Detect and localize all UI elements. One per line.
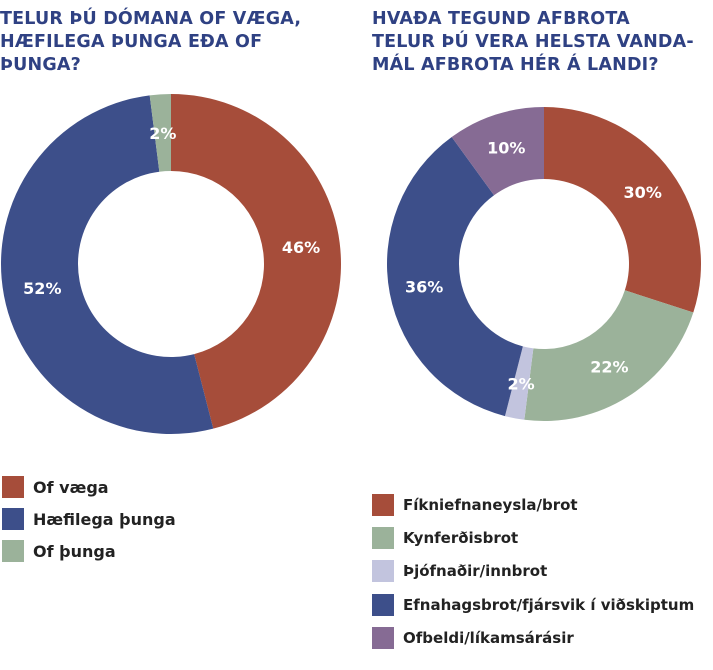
slice-value-label-right-fikniefnaneysla-brot: 30% [624, 183, 662, 202]
donut-slice-right-efnahagsbrot-fjarsvik-i-vidskiptum [387, 136, 523, 417]
legend-label: Efnahagsbrot/fjársvik í viðskiptum [403, 595, 695, 614]
donut-slice-left-of-vaega [171, 94, 342, 429]
slice-value-label-left-of-thunga: 2% [149, 124, 176, 143]
donut-chart-right: 30% 22% 2% 36% 10% [387, 107, 701, 421]
legend-swatch [372, 593, 394, 616]
legend-label: Hæfilega þunga [33, 509, 176, 529]
slice-value-label-left-of-vaega: 46% [282, 238, 320, 257]
legend-left: Of væga Hæfilega þunga Of þunga [2, 471, 176, 567]
slice-value-label-right-ofbeldi-likamsarasir: 10% [487, 138, 525, 157]
donut-slice-right-fikniefnaneysla-brot [544, 107, 701, 313]
legend-label: Of væga [33, 477, 109, 497]
legend-swatch [2, 476, 24, 498]
donut-slice-right-kynferdisbrot [524, 290, 694, 421]
legend-swatch [2, 540, 24, 562]
legend-label: Kynferðisbrot [403, 529, 519, 548]
legend-item-kynferdisbrot: Kynferðisbrot [372, 521, 694, 554]
legend-item-ofbeldi-likamsarasir: Ofbeldi/líkamsárásir [372, 622, 694, 655]
legend-right: Fíkniefnaneysla/brot Kynferðisbrot Þjófnað… [372, 488, 694, 655]
legend-label: Fíkniefnaneysla/brot [403, 495, 578, 514]
legend-label: Ofbeldi/líkamsárásir [403, 629, 574, 648]
legend-swatch [372, 560, 394, 583]
chart-title-left: Telur þú dómana of væga, hæfilega þunga … [0, 9, 302, 75]
donut-slice-left-haefilega-thunga [1, 95, 214, 434]
slice-value-label-right-efnahagsbrot-fjarsvik-i-vidskiptum: 36% [405, 277, 443, 296]
legend-swatch [372, 627, 394, 650]
chart-panel-left: Telur þú dómana of væga, hæfilega þunga … [0, 0, 345, 670]
legend-label: Þjófnaðir/innbrot [403, 562, 548, 581]
legend-item-haefilega-thunga: Hæfilega þunga [2, 503, 176, 535]
chart-panel-right: Hvaða tegund afbrota telur þú vera helst… [355, 0, 713, 670]
slice-value-label-left-haefilega-thunga: 52% [23, 279, 61, 298]
legend-item-of-thunga: Of þunga [2, 535, 176, 567]
legend-swatch [2, 508, 24, 530]
chart-title-right: Hvaða tegund afbrota telur þú vera helst… [372, 9, 694, 75]
donut-slice-right-thjofnadir-innbrot [504, 346, 534, 420]
legend-item-thjofnadir-innbrot: Þjófnaðir/innbrot [372, 555, 694, 588]
slice-value-label-right-thjofnadir-innbrot: 2% [508, 374, 535, 393]
donut-slice-right-ofbeldi-likamsarasir [451, 107, 544, 196]
slice-value-label-right-kynferdisbrot: 22% [590, 358, 628, 377]
donut-chart-left: 46% 52% 2% [1, 94, 342, 434]
legend-swatch [372, 493, 394, 516]
legend-label: Of þunga [33, 541, 116, 561]
legend-item-fikniefnaneysla-brot: Fíkniefnaneysla/brot [372, 488, 694, 521]
legend-item-of-vaega: Of væga [2, 471, 176, 503]
legend-swatch [372, 527, 394, 550]
donut-slice-left-of-thunga [149, 94, 171, 172]
legend-item-efnahagsbrot-fjarsvik-i-vidskiptum: Efnahagsbrot/fjársvik í viðskiptum [372, 588, 694, 621]
